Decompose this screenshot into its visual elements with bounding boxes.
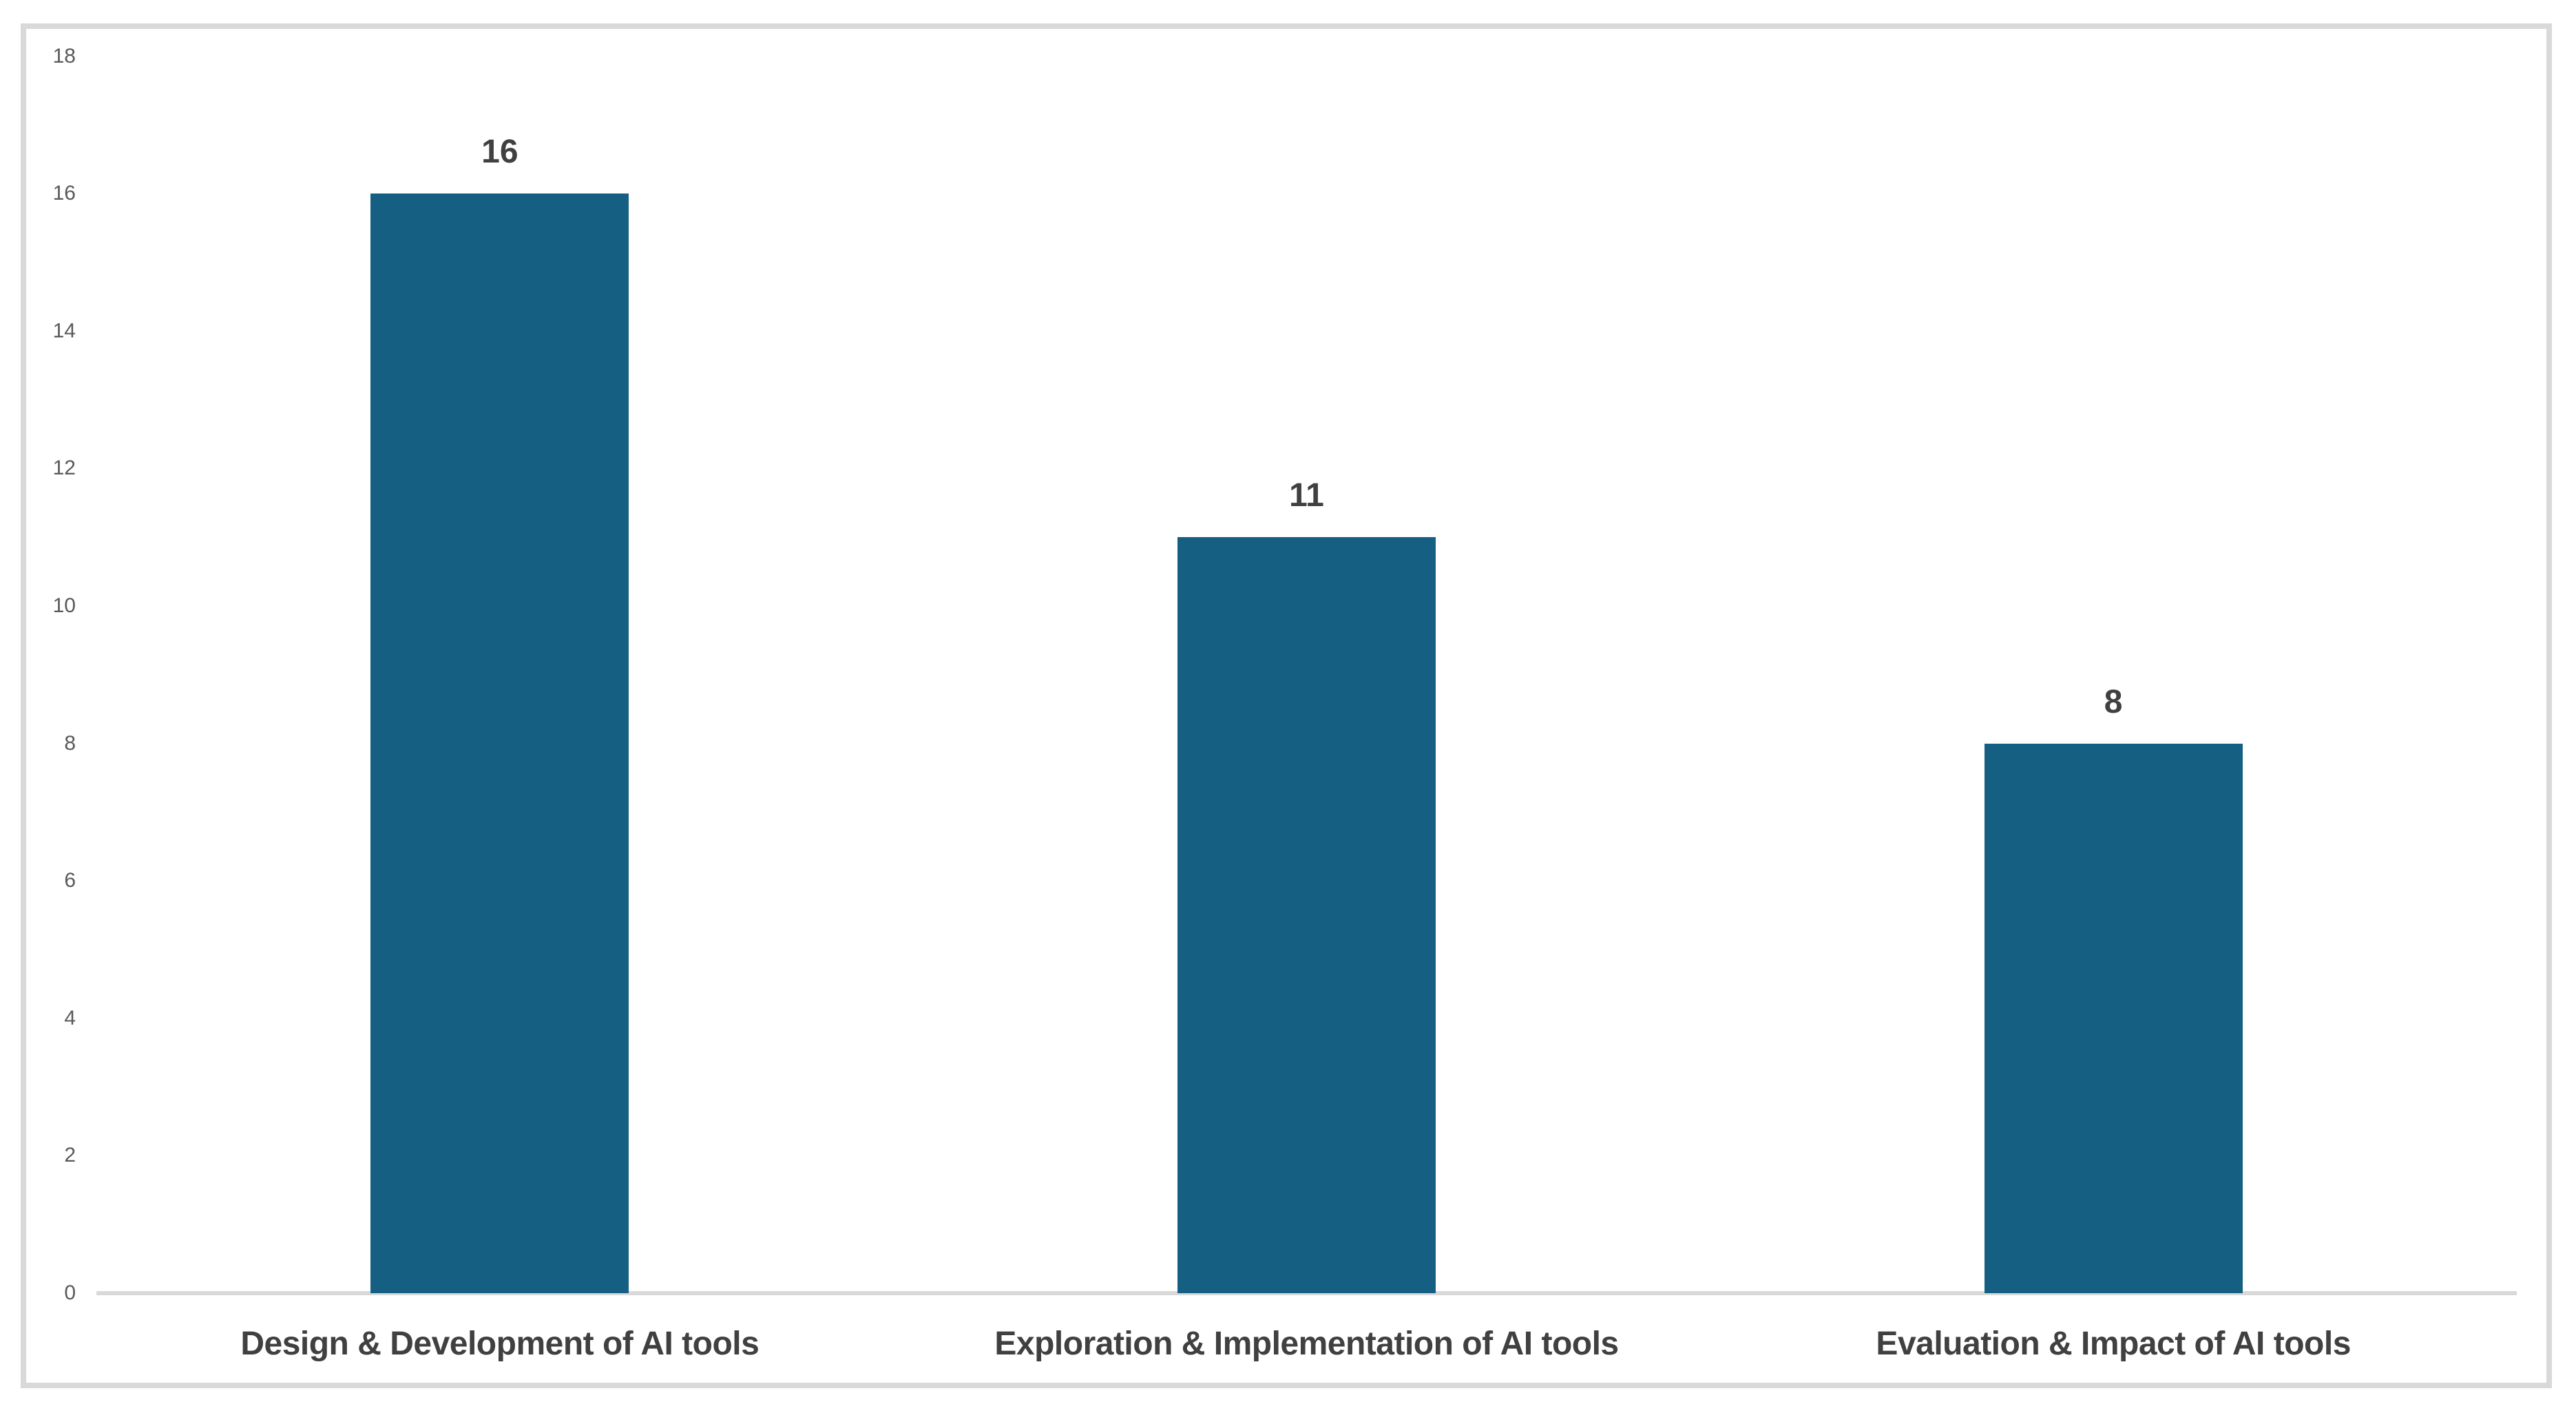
y-tick-label: 14: [52, 319, 76, 342]
bar: [1177, 537, 1436, 1293]
y-tick-label: 12: [52, 457, 76, 480]
bar: [1984, 743, 2243, 1293]
y-tick-label: 6: [64, 869, 76, 892]
y-tick-label: 18: [52, 44, 76, 67]
category-label: Exploration & Implementation of AI tools: [994, 1326, 1619, 1362]
bar-value-label: 11: [1289, 477, 1324, 514]
category-label: Evaluation & Impact of AI tools: [1876, 1326, 2351, 1362]
y-tick-label: 16: [52, 182, 76, 205]
x-axis-line: [96, 1291, 2517, 1295]
y-tick-label: 0: [64, 1281, 76, 1304]
y-tick-label: 4: [64, 1006, 76, 1029]
y-tick-label: 8: [64, 731, 76, 755]
bar: [370, 193, 629, 1293]
y-tick-label: 2: [64, 1144, 76, 1167]
y-tick-label: 10: [52, 594, 76, 617]
category-label: Design & Development of AI tools: [240, 1326, 760, 1362]
bar-value-label: 8: [2104, 683, 2123, 720]
bar-value-label: 16: [481, 134, 519, 171]
